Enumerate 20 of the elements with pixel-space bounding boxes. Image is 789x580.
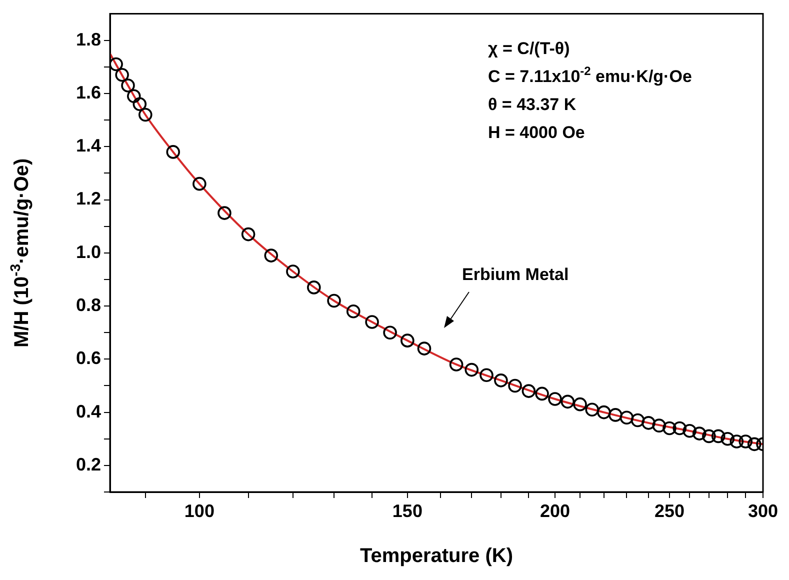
x-tick-label: 100 <box>184 500 214 521</box>
y-tick-label: 0.6 <box>76 348 101 368</box>
annotation: χ = C/(T-θ) <box>488 38 570 58</box>
x-tick-label: 300 <box>748 500 778 521</box>
y-tick-label: 1.0 <box>76 242 101 262</box>
x-tick-label: 250 <box>654 500 684 521</box>
annotation: θ = 43.37 K <box>488 94 577 114</box>
annotation: H = 4000 Oe <box>488 122 585 142</box>
y-axis-title: M/H (10-3·emu/g·Oe) <box>7 158 33 348</box>
y-tick-label: 1.4 <box>76 136 101 156</box>
y-tick-label: 1.8 <box>76 29 101 50</box>
x-tick-label: 200 <box>540 500 570 521</box>
y-tick-label: 0.8 <box>76 295 101 315</box>
y-tick-label: 1.2 <box>76 188 101 209</box>
x-axis-title: Temperature (K) <box>360 545 514 567</box>
x-tick-label: 150 <box>392 500 422 521</box>
annotation: Erbium Metal <box>462 265 569 284</box>
y-tick-label: 0.4 <box>76 401 101 422</box>
y-tick-label: 1.6 <box>76 82 101 102</box>
y-tick-label: 0.2 <box>76 454 101 474</box>
